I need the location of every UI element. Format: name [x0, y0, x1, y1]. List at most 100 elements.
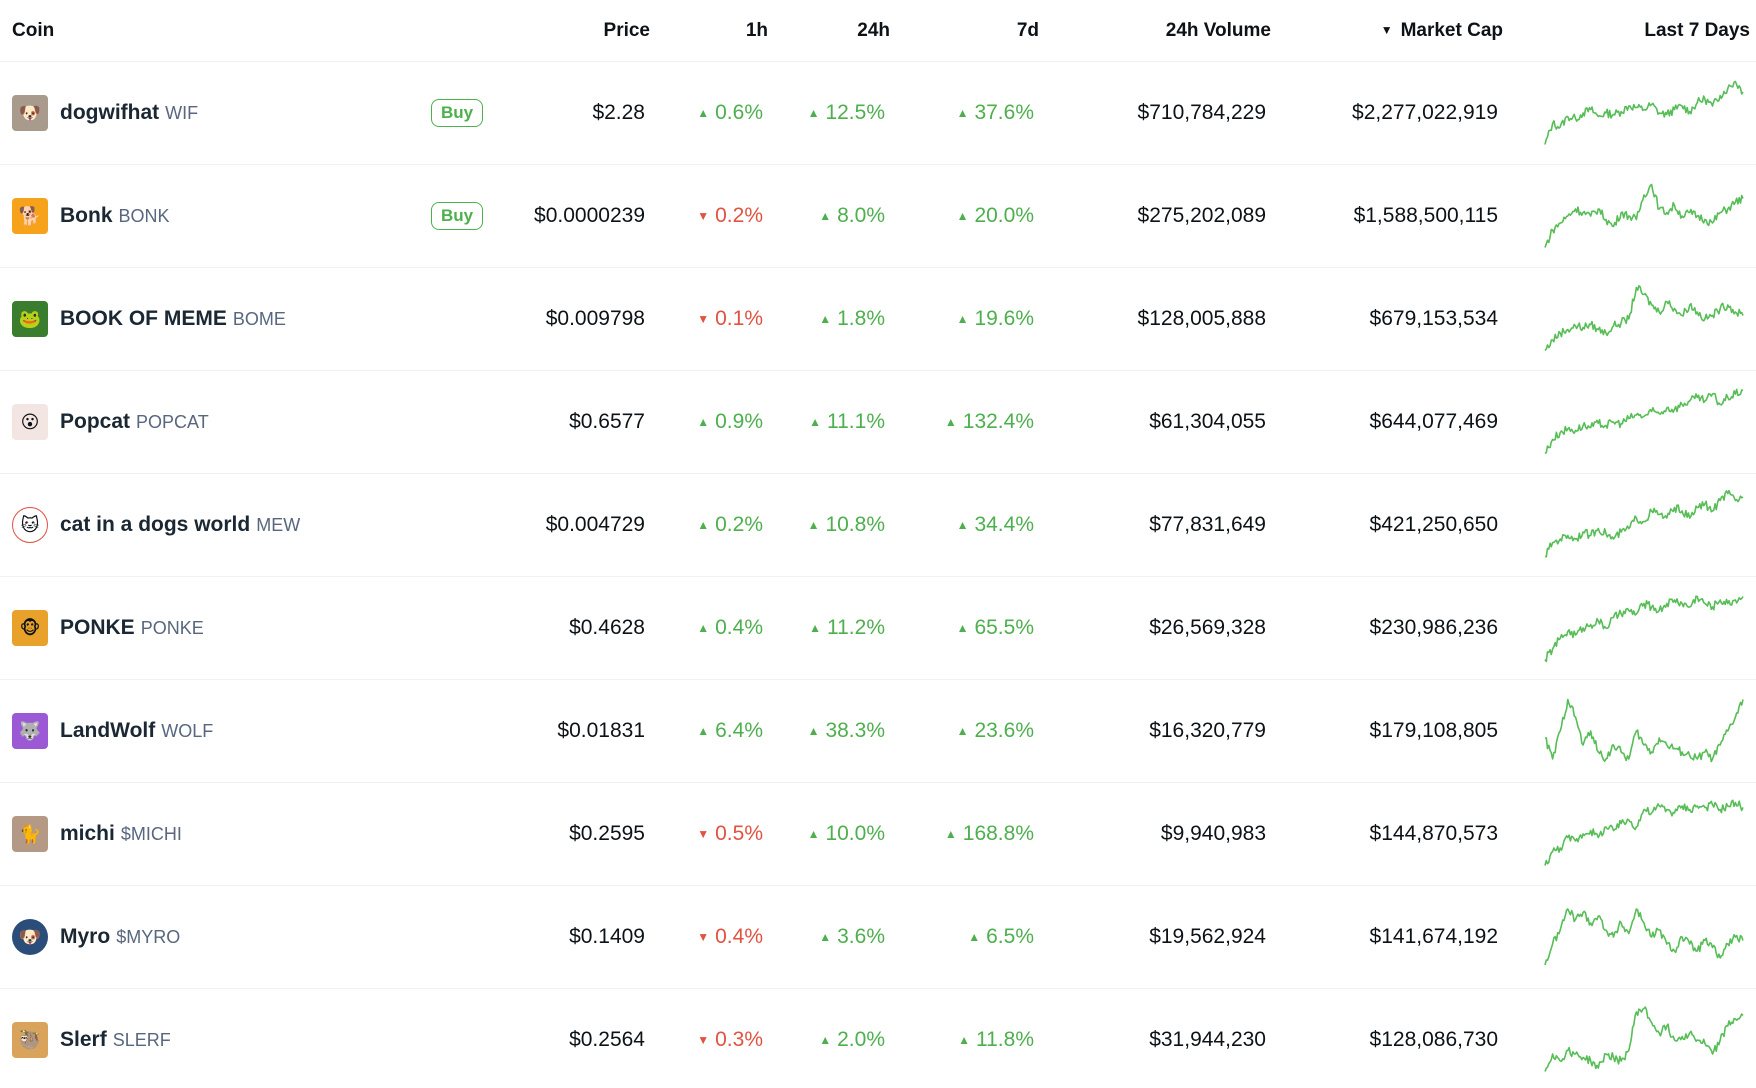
change-h1: ▲ 6.4% [697, 719, 763, 743]
market-cap-value: $179,108,805 [1369, 719, 1498, 742]
table-row[interactable]: 🐵 PONKE PONKE $0.4628 ▲ 0.4% ▲ 11.2% ▲ 65.5% $26,5… [0, 577, 1756, 680]
sparkline-chart [1544, 1006, 1744, 1072]
sparkline-line [1544, 183, 1744, 248]
buy-button[interactable]: Buy [431, 99, 484, 127]
market-cap-value: $230,986,236 [1369, 616, 1498, 639]
change-h1: ▼ 0.2% [697, 204, 763, 228]
caret-up-icon: ▲ [807, 518, 820, 532]
sparkline-line [1544, 908, 1744, 966]
change-value: 3.6% [837, 925, 885, 948]
sparkline-chart [1544, 489, 1744, 558]
change-h24: ▲ 3.6% [819, 925, 885, 949]
coin-name[interactable]: PONKE [60, 616, 135, 639]
coin-cell[interactable]: 🐶 dogwifhat WIF [12, 95, 198, 131]
table-row[interactable]: 🐶 dogwifhat WIF Buy $2.28 ▲ 0.6% ▲ 12.5% ▲ 37.6% $7… [0, 62, 1756, 165]
caret-up-icon: ▲ [944, 415, 957, 429]
header-price[interactable]: Price [603, 20, 650, 41]
coin-name[interactable]: cat in a dogs world [60, 513, 251, 536]
change-h24: ▲ 1.8% [819, 307, 885, 331]
change-value: 10.0% [825, 822, 885, 845]
header-1h[interactable]: 1h [745, 20, 768, 41]
sparkline-cell [1544, 384, 1744, 460]
price-value: $0.4628 [569, 616, 645, 639]
change-h1: ▲ 0.6% [697, 101, 763, 125]
change-h24: ▲ 11.2% [809, 616, 885, 640]
coin-cell[interactable]: 😮 Popcat POPCAT [12, 404, 209, 440]
sparkline-line [1544, 1006, 1744, 1072]
sparkline-chart [1544, 285, 1744, 352]
header-24h-volume[interactable]: 24h Volume [1165, 20, 1271, 41]
header-market-cap[interactable]: ▼ Market Cap [1381, 20, 1503, 42]
coin-symbol: POPCAT [136, 411, 209, 432]
change-d7: ▲ 23.6% [957, 719, 1034, 743]
volume-value: $61,304,055 [1149, 410, 1266, 433]
change-value: 20.0% [974, 204, 1034, 227]
table-body: 🐶 dogwifhat WIF Buy $2.28 ▲ 0.6% ▲ 12.5% ▲ 37.6% $7… [0, 62, 1756, 1088]
price-value: $2.28 [592, 101, 645, 124]
coin-cell[interactable]: 🐕 Bonk BONK [12, 198, 170, 234]
coin-name[interactable]: Myro [60, 925, 111, 948]
sparkline-chart [1544, 183, 1744, 248]
change-value: 0.6% [715, 101, 763, 124]
coin-name[interactable]: BOOK OF MEME [60, 307, 227, 330]
change-d7: ▲ 65.5% [957, 616, 1034, 640]
bonk-dog-icon: 🐕 [12, 198, 48, 234]
coin-name[interactable]: Bonk [60, 204, 113, 227]
sparkline-line [1544, 388, 1744, 455]
caret-up-icon: ▲ [807, 106, 820, 120]
coin-cell[interactable]: 🐶 Myro $MYRO [12, 919, 180, 955]
table-row[interactable]: 🐕 Bonk BONK Buy $0.0000239 ▼ 0.2% ▲ 8.0% ▲ 20.0% $2… [0, 165, 1756, 268]
change-value: 34.4% [974, 513, 1034, 536]
table-row[interactable]: 🐶 Myro $MYRO $0.1409 ▼ 0.4% ▲ 3.6% ▲ 6.5% $19,562,… [0, 886, 1756, 989]
caret-down-icon: ▼ [697, 312, 710, 326]
coin-cell[interactable]: 🐸 BOOK OF MEME BOME [12, 301, 286, 337]
change-d7: ▲ 20.0% [957, 204, 1034, 228]
popcat-icon: 😮 [12, 404, 48, 440]
change-value: 0.2% [715, 513, 763, 536]
table-row[interactable]: 🐸 BOOK OF MEME BOME $0.009798 ▼ 0.1% ▲ 1.8% ▲ 19.… [0, 268, 1756, 371]
change-h24: ▲ 10.0% [808, 822, 885, 846]
change-h1: ▼ 0.5% [697, 822, 763, 846]
coin-cell[interactable]: 🐺 LandWolf WOLF [12, 713, 213, 749]
caret-down-icon: ▼ [1380, 23, 1393, 37]
caret-up-icon: ▲ [956, 724, 969, 738]
sparkline-line [1544, 285, 1744, 352]
coin-cell[interactable]: 🐱 cat in a dogs world MEW [12, 507, 300, 543]
table-row[interactable]: 🐺 LandWolf WOLF $0.01831 ▲ 6.4% ▲ 38.3% ▲ 23.6% $1… [0, 680, 1756, 783]
header-24h[interactable]: 24h [857, 20, 890, 41]
coin-symbol: PONKE [140, 617, 204, 638]
change-d7: ▲ 168.8% [945, 822, 1034, 846]
header-7d[interactable]: 7d [1016, 20, 1039, 41]
coin-name[interactable]: Slerf [60, 1028, 107, 1051]
change-value: 11.8% [976, 1028, 1034, 1051]
table-row[interactable]: 🐱 cat in a dogs world MEW $0.004729 ▲ 0.2% ▲ 10… [0, 474, 1756, 577]
caret-down-icon: ▼ [697, 1033, 710, 1047]
caret-up-icon: ▲ [819, 312, 832, 326]
change-value: 65.5% [974, 616, 1034, 639]
table-row[interactable]: 🦥 Slerf SLERF $0.2564 ▼ 0.3% ▲ 2.0% ▲ 11.8% $31,94… [0, 989, 1756, 1088]
coin-cell[interactable]: 🐈 michi $MICHI [12, 816, 182, 852]
change-d7: ▲ 19.6% [957, 307, 1034, 331]
caret-up-icon: ▲ [807, 724, 820, 738]
coin-name[interactable]: Popcat [60, 410, 131, 433]
change-value: 23.6% [974, 719, 1034, 742]
coin-symbol: WOLF [161, 720, 214, 741]
caret-up-icon: ▲ [697, 724, 710, 738]
change-h24: ▲ 2.0% [819, 1028, 885, 1052]
table-row[interactable]: 😮 Popcat POPCAT $0.6577 ▲ 0.9% ▲ 11.1% ▲ 132.4% $6… [0, 371, 1756, 474]
sparkline-line [1544, 698, 1744, 763]
coin-name[interactable]: dogwifhat [60, 101, 160, 124]
sparkline-chart [1544, 799, 1744, 866]
coin-name[interactable]: michi [60, 822, 115, 845]
coin-cell[interactable]: 🦥 Slerf SLERF [12, 1022, 171, 1058]
caret-up-icon: ▲ [819, 209, 832, 223]
coin-name[interactable]: LandWolf [60, 719, 156, 742]
table-row[interactable]: 🐈 michi $MICHI $0.2595 ▼ 0.5% ▲ 10.0% ▲ 168.8% $9,… [0, 783, 1756, 886]
change-h24: ▲ 10.8% [808, 513, 885, 537]
volume-value: $128,005,888 [1137, 307, 1266, 330]
buy-button[interactable]: Buy [431, 202, 484, 230]
coin-cell[interactable]: 🐵 PONKE PONKE [12, 610, 204, 646]
change-d7: ▲ 11.8% [958, 1028, 1034, 1052]
header-coin[interactable]: Coin [12, 20, 55, 41]
